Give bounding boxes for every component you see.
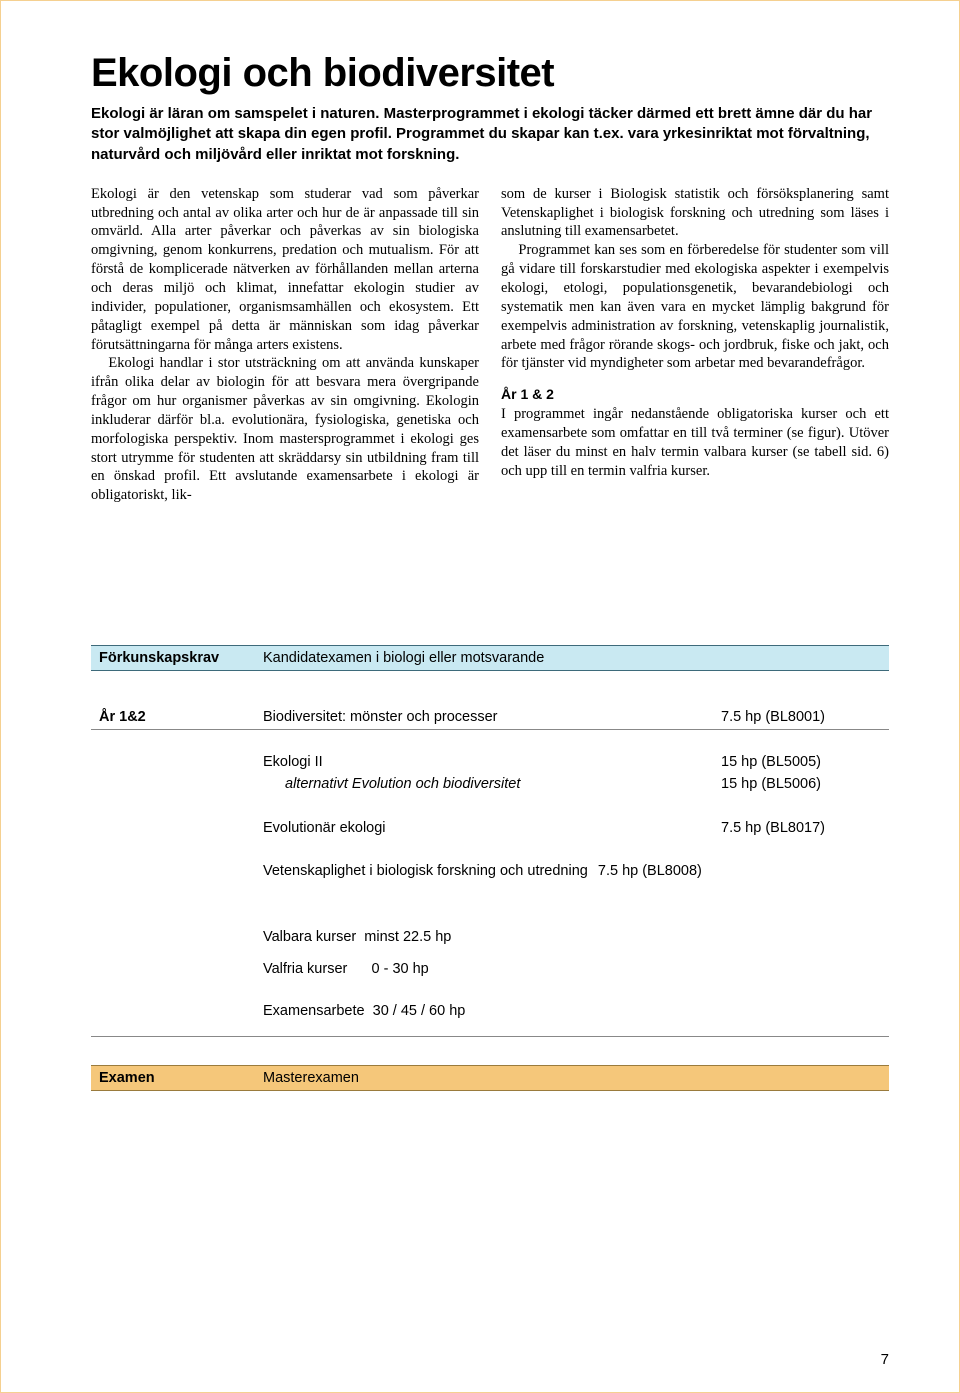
course-2-alt: alternativt Evolution och biodiversitet <box>263 774 721 796</box>
course-2-alt-hp: 15 hp (BL5006) <box>721 774 881 796</box>
col1-p2: Ekologi handlar i stor utsträckning om a… <box>91 354 479 505</box>
course-2-name: Ekologi II <box>263 752 721 774</box>
course-1-hp: 7.5 hp (BL8001) <box>721 709 881 725</box>
year-header-row: År 1&2 Biodiversitet: mönster och proces… <box>91 705 889 730</box>
year-label: År 1&2 <box>99 709 263 725</box>
examensarbete-hp: 30 / 45 / 60 hp <box>373 1003 466 1019</box>
course-2-alt-text: alternativt Evolution och biodiversitet <box>285 776 520 792</box>
course-3-name: Evolutionär ekologi <box>263 818 721 840</box>
examen-label: Examen <box>99 1070 263 1086</box>
col2-p2: Programmet kan ses som en förberedelse f… <box>501 241 889 373</box>
column-left: Ekologi är den vetenskap som studerar va… <box>91 185 479 505</box>
subheading-years: År 1 & 2 <box>501 385 889 403</box>
valbara-label: Valbara kurser <box>263 929 356 945</box>
column-right: som de kurser i Biologisk statistik och … <box>501 185 889 505</box>
prerequisites-row: Förkunskapskrav Kandidatexamen i biologi… <box>91 645 889 671</box>
course-1-name: Biodiversitet: mönster och processer <box>263 709 721 725</box>
examen-row: Examen Masterexamen <box>91 1065 889 1091</box>
valfria-hp: 0 - 30 hp <box>372 961 429 977</box>
table-divider <box>91 1036 889 1037</box>
examen-value: Masterexamen <box>263 1070 359 1086</box>
course-4-hp: 7.5 hp (BL8008) <box>598 863 702 879</box>
prerequisites-value: Kandidatexamen i biologi eller motsvaran… <box>263 650 544 666</box>
prerequisites-label: Förkunskapskrav <box>99 650 263 666</box>
course-2-row: Ekologi II 15 hp (BL5005) <box>91 752 889 774</box>
col2-years: I programmet ingår nedanstående obligato… <box>501 405 889 480</box>
course-3-row: Evolutionär ekologi 7.5 hp (BL8017) <box>91 818 889 840</box>
valfria-row: Valfria kurser 0 - 30 hp <box>91 959 889 981</box>
valbara-hp: minst 22.5 hp <box>364 929 451 945</box>
course-3-hp: 7.5 hp (BL8017) <box>721 818 881 840</box>
page-title: Ekologi och biodiversitet <box>91 51 889 96</box>
document-page: Ekologi och biodiversitet Ekologi är lär… <box>0 0 960 1393</box>
page-number: 7 <box>881 1351 889 1368</box>
examensarbete-label: Examensarbete <box>263 1003 365 1019</box>
course-4-name: Vetenskaplighet i biologisk forskning oc… <box>263 861 721 883</box>
course-4-name-text: Vetenskaplighet i biologisk forskning oc… <box>263 863 588 879</box>
course-2-hp: 15 hp (BL5005) <box>721 752 881 774</box>
examensarbete-row: Examensarbete 30 / 45 / 60 hp <box>91 1001 889 1023</box>
valfria-label: Valfria kurser <box>263 961 347 977</box>
course-table: Förkunskapskrav Kandidatexamen i biologi… <box>91 645 889 1091</box>
body-columns: Ekologi är den vetenskap som studerar va… <box>91 185 889 505</box>
course-2-alt-row: alternativt Evolution och biodiversitet … <box>91 774 889 796</box>
valbara-row: Valbara kurser minst 22.5 hp <box>91 927 889 949</box>
course-4-row: Vetenskaplighet i biologisk forskning oc… <box>91 861 889 883</box>
col1-p1: Ekologi är den vetenskap som studerar va… <box>91 185 479 355</box>
col2-p1: som de kurser i Biologisk statistik och … <box>501 185 889 242</box>
intro-paragraph: Ekologi är läran om samspelet i naturen.… <box>91 104 889 165</box>
